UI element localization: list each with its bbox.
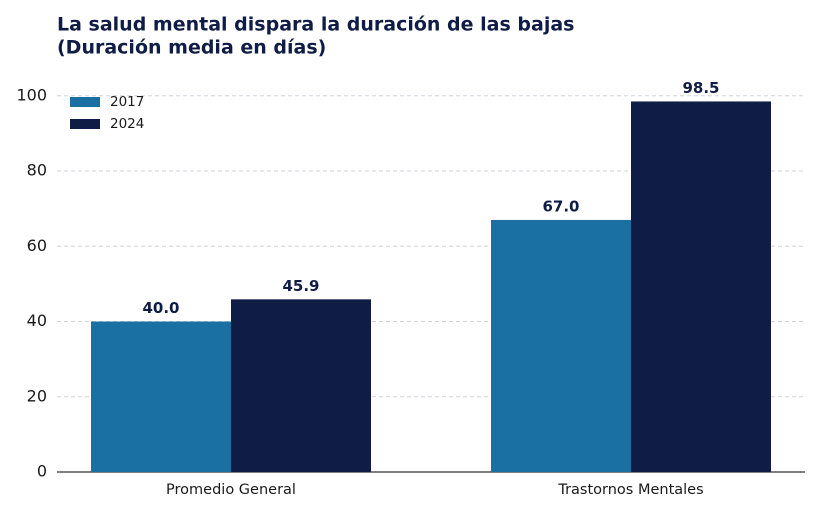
- legend-label: 2024: [110, 116, 144, 132]
- value-label: 40.0: [142, 299, 179, 317]
- y-tick-label: 20: [27, 386, 47, 405]
- legend-label: 2017: [110, 94, 144, 110]
- x-tick-label: Promedio General: [166, 482, 296, 498]
- bar: [231, 299, 371, 472]
- y-tick-label: 40: [27, 311, 47, 330]
- bar: [491, 219, 631, 472]
- value-label: 67.0: [542, 197, 579, 215]
- y-tick-label: 60: [27, 236, 47, 255]
- chart-title: La salud mental dispara la duración de l…: [57, 14, 574, 36]
- legend-swatch: [70, 97, 100, 107]
- y-tick-label: 80: [27, 161, 47, 180]
- value-label: 45.9: [282, 277, 319, 295]
- value-label: 98.5: [682, 79, 719, 97]
- y-tick-label: 0: [37, 462, 47, 481]
- bar: [631, 101, 771, 472]
- bar: [91, 321, 231, 472]
- y-tick-label: 100: [16, 85, 47, 104]
- legend-swatch: [70, 119, 100, 129]
- chart-subtitle: (Duración media en días): [57, 37, 326, 59]
- x-tick-label: Trastornos Mentales: [557, 482, 703, 498]
